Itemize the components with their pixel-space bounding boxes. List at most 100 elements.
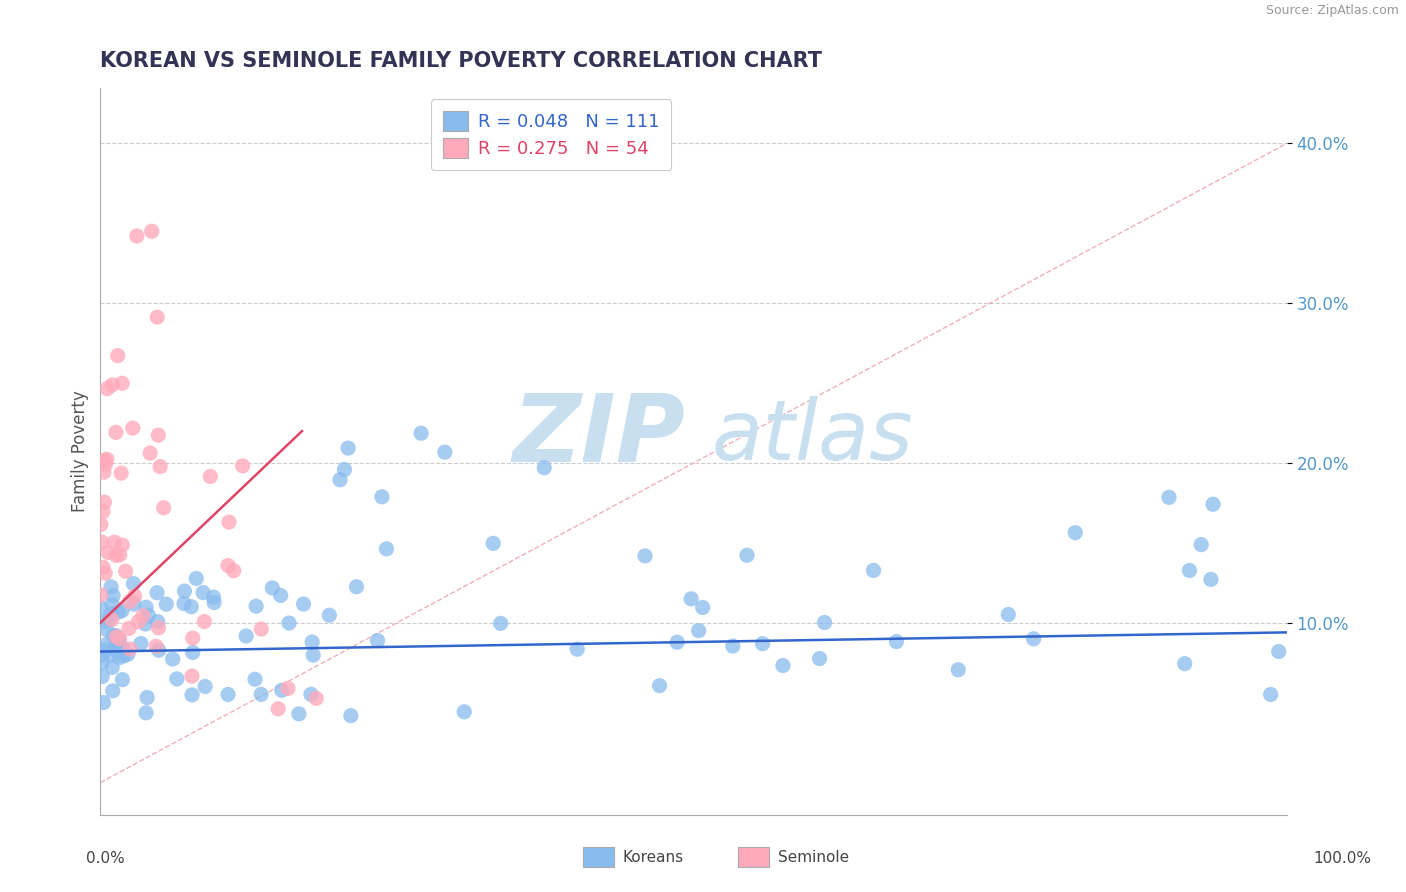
- Point: [162, 652, 184, 666]
- Point: [243, 672, 266, 686]
- Point: [114, 564, 136, 578]
- Point: [108, 548, 131, 562]
- Point: [681, 591, 703, 606]
- Point: [146, 310, 169, 325]
- Point: [111, 673, 134, 687]
- Point: [721, 639, 744, 653]
- Point: [288, 706, 311, 721]
- Point: [121, 421, 143, 435]
- Text: atlas: atlas: [711, 396, 912, 477]
- Point: [1260, 688, 1282, 702]
- Point: [96, 637, 118, 651]
- Point: [948, 663, 970, 677]
- Text: 0.0%: 0.0%: [86, 852, 125, 866]
- Point: [146, 586, 169, 600]
- Point: [96, 623, 118, 637]
- Text: Source: ZipAtlas.com: Source: ZipAtlas.com: [1265, 4, 1399, 18]
- Point: [250, 622, 273, 636]
- Point: [634, 549, 657, 563]
- Point: [90, 517, 112, 532]
- Point: [772, 658, 794, 673]
- Point: [90, 601, 112, 615]
- Point: [94, 566, 117, 581]
- Point: [409, 426, 432, 441]
- Point: [299, 687, 322, 701]
- Point: [93, 696, 115, 710]
- Point: [105, 629, 128, 643]
- Point: [1178, 564, 1201, 578]
- Point: [105, 638, 128, 652]
- Point: [194, 680, 217, 694]
- Point: [181, 645, 204, 659]
- Point: [193, 615, 215, 629]
- Point: [433, 445, 456, 459]
- Point: [567, 642, 589, 657]
- Point: [100, 648, 122, 662]
- Point: [93, 453, 115, 467]
- Point: [202, 595, 225, 609]
- Point: [90, 588, 112, 602]
- Point: [305, 691, 328, 706]
- Point: [217, 558, 239, 573]
- Point: [135, 706, 157, 720]
- Point: [218, 515, 240, 529]
- Point: [100, 607, 122, 621]
- Point: [90, 535, 112, 549]
- Point: [366, 633, 388, 648]
- Text: Koreans: Koreans: [623, 850, 683, 864]
- Point: [371, 490, 394, 504]
- Point: [808, 651, 831, 665]
- Point: [101, 660, 124, 674]
- Point: [101, 377, 124, 392]
- Point: [202, 590, 225, 604]
- Point: [200, 469, 222, 483]
- Point: [108, 632, 131, 647]
- Point: [103, 629, 125, 643]
- Point: [105, 630, 128, 644]
- Point: [93, 465, 115, 479]
- Point: [108, 650, 131, 665]
- Point: [94, 457, 117, 471]
- Point: [146, 615, 169, 629]
- Point: [122, 597, 145, 611]
- Point: [692, 600, 714, 615]
- Point: [270, 589, 292, 603]
- Point: [1022, 632, 1045, 646]
- Point: [124, 589, 146, 603]
- Point: [94, 643, 117, 657]
- Point: [93, 495, 115, 509]
- Point: [107, 349, 129, 363]
- Point: [181, 688, 204, 702]
- Point: [111, 604, 134, 618]
- Point: [1202, 497, 1225, 511]
- Point: [148, 428, 170, 442]
- Point: [301, 635, 323, 649]
- Point: [173, 597, 195, 611]
- Point: [136, 690, 159, 705]
- Point: [232, 458, 254, 473]
- Point: [105, 549, 128, 563]
- Point: [97, 545, 120, 559]
- Point: [111, 376, 134, 391]
- Point: [262, 581, 284, 595]
- Point: [191, 585, 214, 599]
- Point: [129, 636, 152, 650]
- Point: [152, 500, 174, 515]
- Point: [128, 615, 150, 629]
- Point: [117, 647, 139, 661]
- Point: [267, 702, 290, 716]
- Point: [111, 641, 134, 656]
- Text: Seminole: Seminole: [778, 850, 849, 864]
- Point: [1064, 525, 1087, 540]
- Point: [181, 669, 204, 683]
- Point: [148, 643, 170, 657]
- Text: ZIP: ZIP: [512, 391, 685, 483]
- Point: [132, 608, 155, 623]
- Point: [250, 687, 273, 701]
- Point: [98, 612, 121, 626]
- Point: [453, 705, 475, 719]
- Point: [111, 642, 134, 657]
- Point: [997, 607, 1019, 622]
- Point: [813, 615, 835, 630]
- Point: [141, 224, 163, 238]
